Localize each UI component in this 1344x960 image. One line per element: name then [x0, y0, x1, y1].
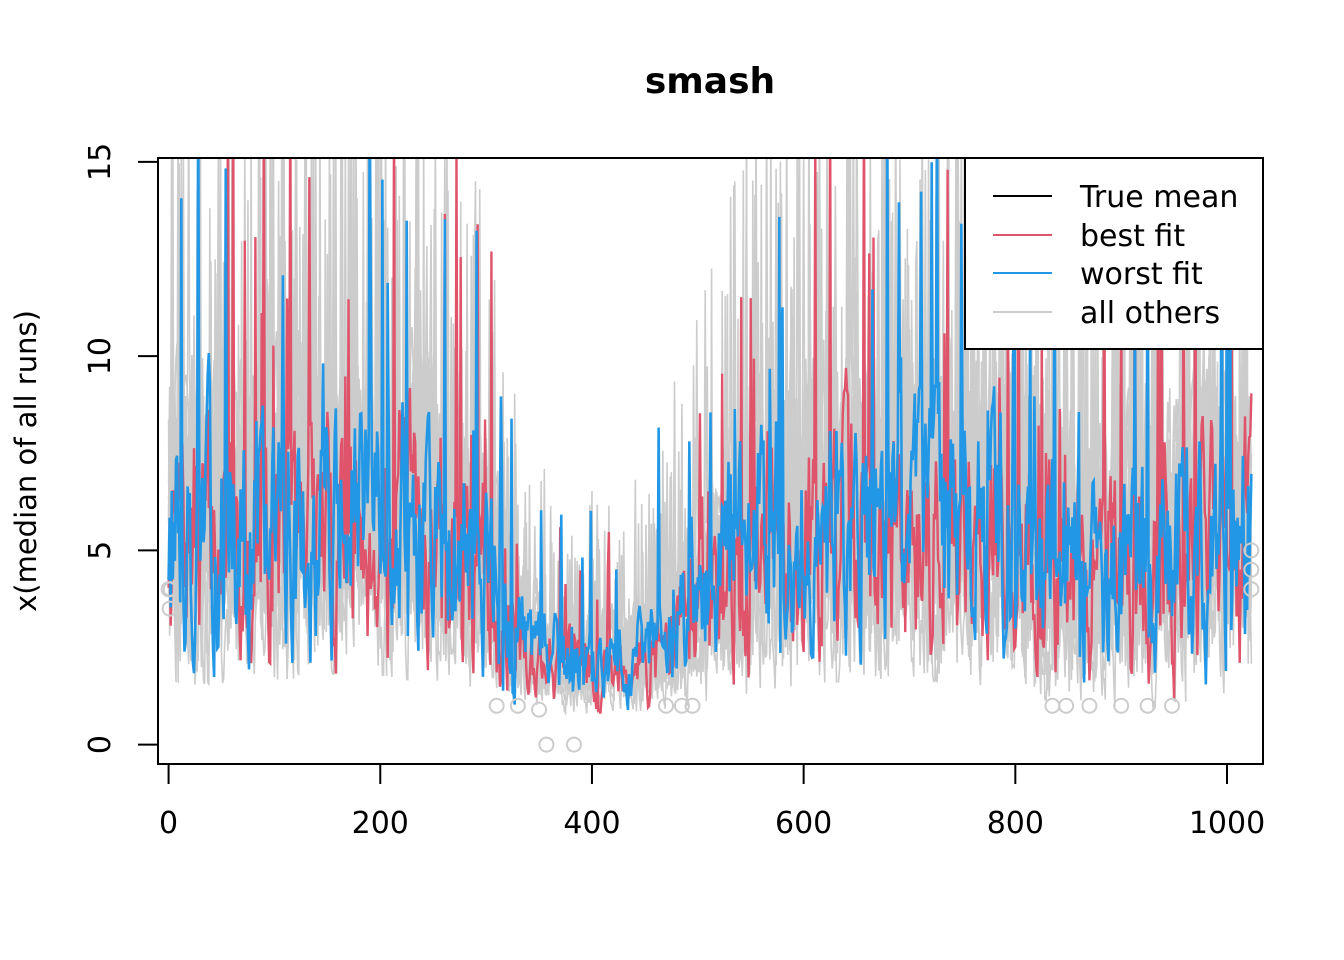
y-axis-label: x(median of all runs)	[9, 310, 43, 612]
observed-point	[162, 581, 179, 598]
y-tick-label: 15	[83, 143, 118, 181]
legend-label-best-fit: best fit	[1080, 219, 1185, 254]
observed-point	[1044, 697, 1061, 714]
observed-point	[538, 736, 555, 753]
chart-title: smash	[645, 61, 775, 102]
observed-point	[1243, 542, 1260, 559]
x-tick-label: 200	[352, 806, 409, 841]
observed-point	[565, 736, 582, 753]
y-tick-label: 10	[83, 337, 118, 375]
series-layer	[167, 158, 1253, 716]
observed-point	[1081, 697, 1098, 714]
observed-point	[1139, 697, 1156, 714]
observed-point	[1243, 581, 1260, 598]
x-tick-label: 1000	[1189, 806, 1265, 841]
y-tick-label: 0	[83, 735, 118, 754]
observed-point	[658, 697, 675, 714]
observed-point	[488, 697, 505, 714]
x-tick-label: 0	[159, 806, 178, 841]
observed-point	[509, 697, 526, 714]
x-tick-label: 400	[563, 806, 620, 841]
y-tick-label: 5	[83, 541, 118, 560]
observed-point	[161, 600, 178, 617]
observed-points	[160, 542, 1260, 753]
legend-label-worst-fit: worst fit	[1080, 257, 1203, 292]
series-best-fit	[167, 158, 1253, 714]
observed-point	[531, 701, 548, 718]
observed-point	[1113, 697, 1130, 714]
legend-label-all-others: all others	[1080, 296, 1220, 331]
observed-point	[673, 697, 690, 714]
x-tick-label: 800	[987, 806, 1044, 841]
legend-label-true-mean: True mean	[1079, 180, 1238, 215]
observed-point	[1243, 561, 1260, 578]
y-axis: 0 5 10 15	[83, 143, 159, 754]
observed-point	[684, 697, 701, 714]
legend-box	[964, 157, 1264, 350]
x-tick-label: 600	[775, 806, 832, 841]
observed-point	[1058, 697, 1075, 714]
observed-point	[1163, 697, 1180, 714]
x-axis: 0 200 400 600 800 1000	[159, 763, 1265, 841]
series-worst-fit	[167, 158, 1253, 711]
legend: True mean best fit worst fit all others	[964, 157, 1264, 350]
